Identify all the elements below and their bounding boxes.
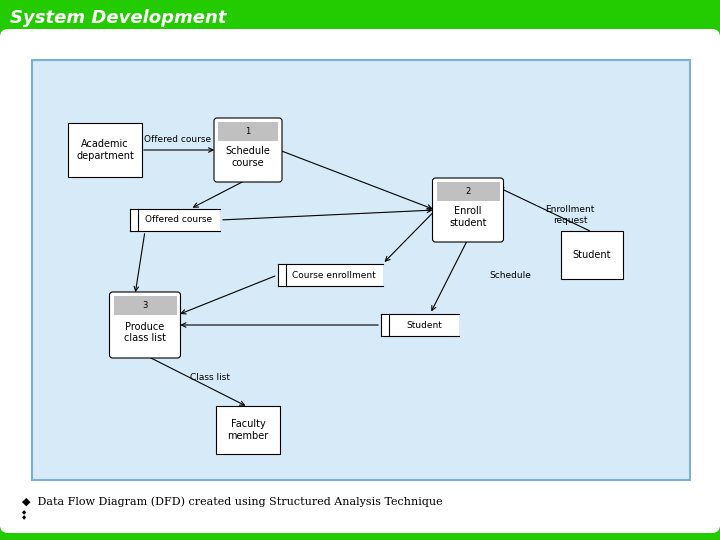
Text: 3: 3 <box>143 301 148 310</box>
FancyBboxPatch shape <box>32 60 690 480</box>
Text: Academic
department: Academic department <box>76 139 134 161</box>
FancyBboxPatch shape <box>216 406 280 454</box>
Polygon shape <box>277 264 382 286</box>
Text: ◆  Data Flow Diagram (DFD) created using Structured Analysis Technique: ◆ Data Flow Diagram (DFD) created using … <box>22 497 443 507</box>
Polygon shape <box>381 314 459 336</box>
Bar <box>0 0 720 35</box>
Text: ◆: ◆ <box>22 510 26 516</box>
FancyBboxPatch shape <box>109 292 181 358</box>
Text: ◆: ◆ <box>22 516 26 521</box>
FancyBboxPatch shape <box>436 182 500 200</box>
FancyBboxPatch shape <box>0 29 720 533</box>
FancyBboxPatch shape <box>433 178 503 242</box>
Text: Schedule
course: Schedule course <box>225 146 271 168</box>
FancyBboxPatch shape <box>68 123 142 177</box>
FancyBboxPatch shape <box>218 122 278 140</box>
Text: Course enrollment: Course enrollment <box>292 271 376 280</box>
Text: Class list: Class list <box>190 373 230 381</box>
Text: Offered course: Offered course <box>145 215 212 225</box>
Text: Enrollment
request: Enrollment request <box>545 205 595 225</box>
Text: 1: 1 <box>246 127 251 136</box>
Text: Student: Student <box>406 321 442 329</box>
Text: 2: 2 <box>465 187 471 196</box>
Text: Faculty
member: Faculty member <box>228 419 269 441</box>
Text: System Development: System Development <box>10 9 227 27</box>
FancyBboxPatch shape <box>561 231 623 279</box>
FancyBboxPatch shape <box>214 118 282 182</box>
Polygon shape <box>130 209 220 231</box>
Text: Enroll
student: Enroll student <box>449 206 487 228</box>
Text: Produce
class list: Produce class list <box>124 322 166 343</box>
Text: Student: Student <box>572 250 611 260</box>
FancyBboxPatch shape <box>114 296 176 315</box>
Text: Offered course: Offered course <box>145 136 212 145</box>
Text: Schedule: Schedule <box>489 271 531 280</box>
